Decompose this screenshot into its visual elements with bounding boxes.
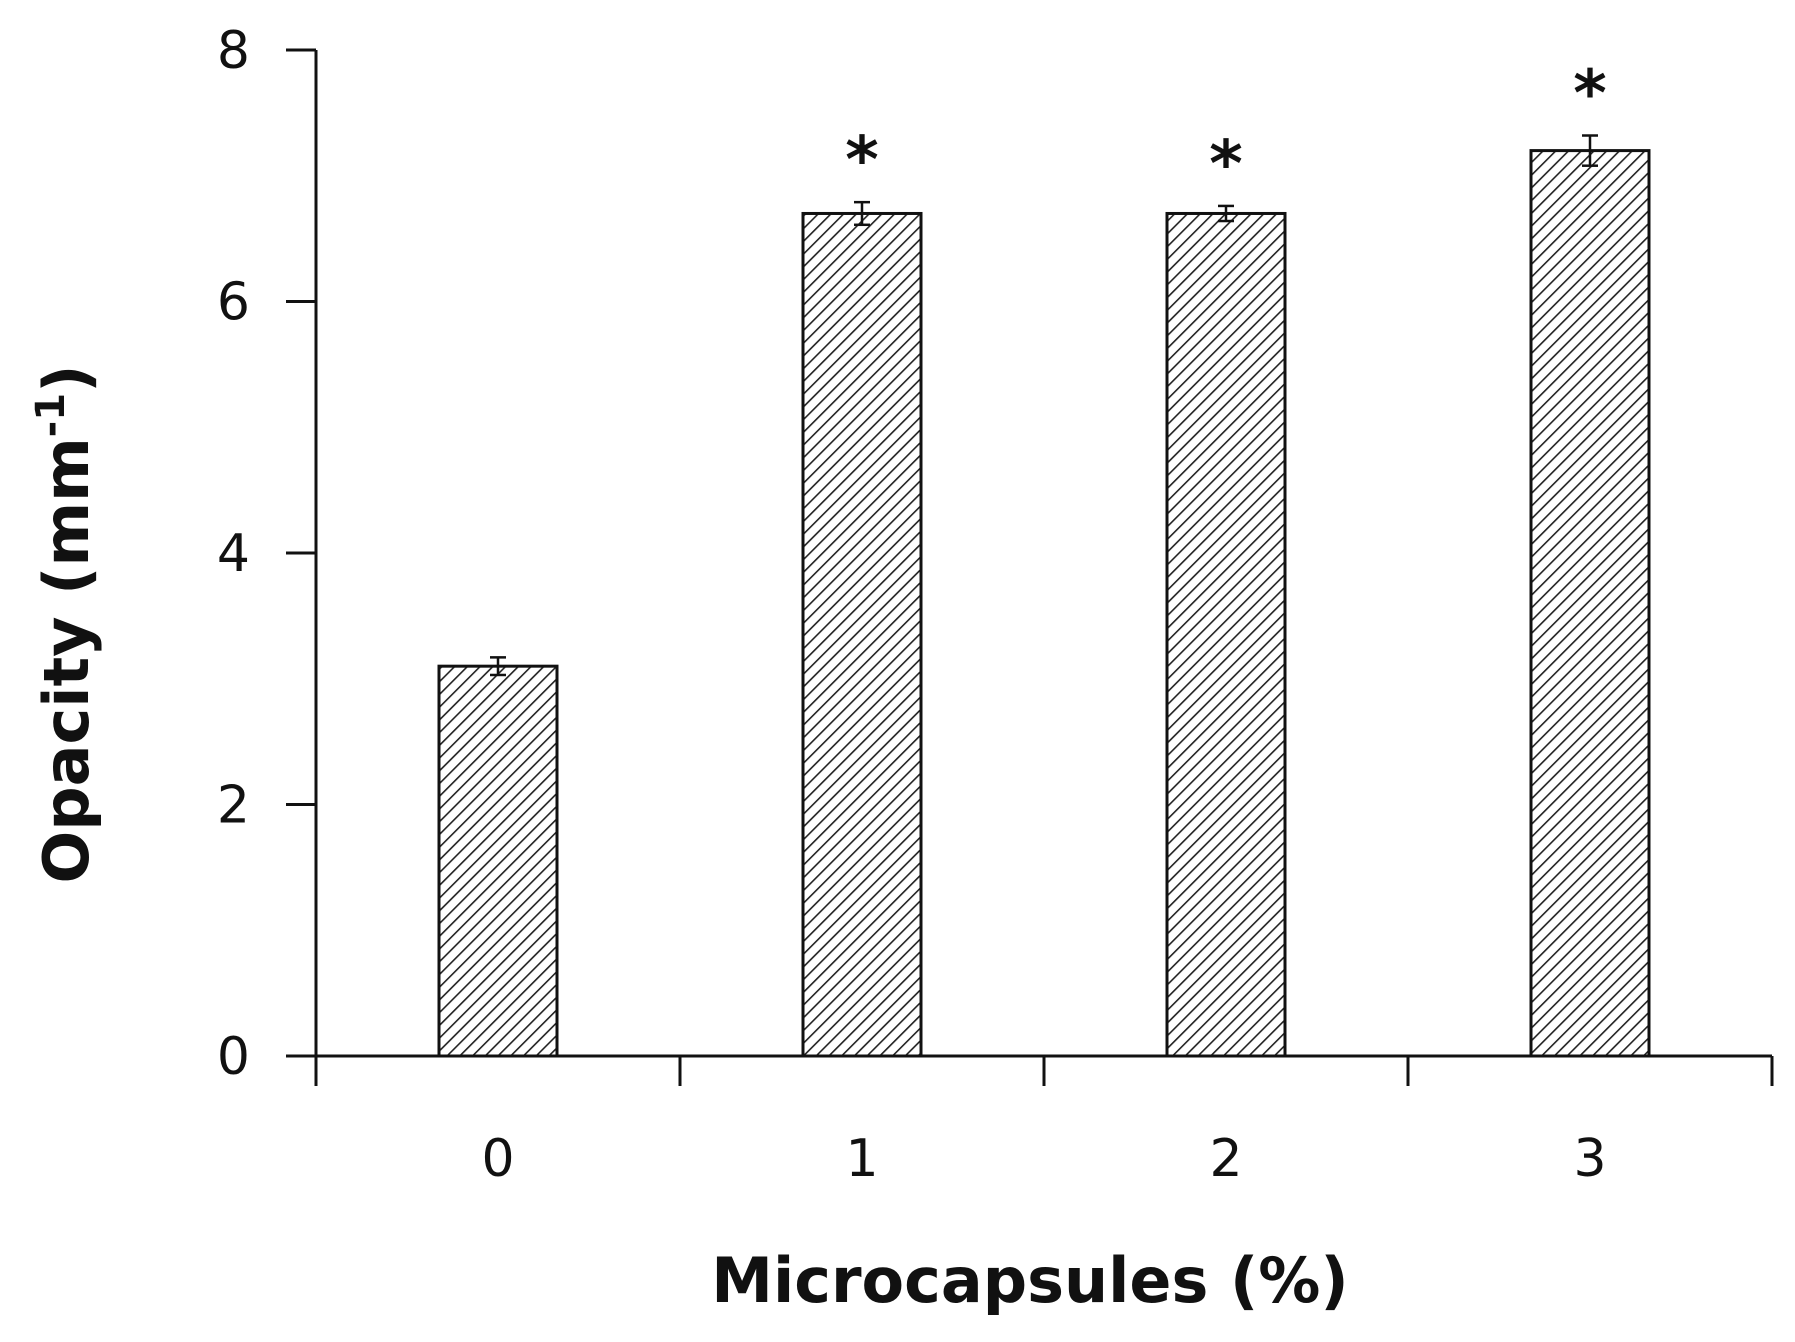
significance-marker-2: *	[1209, 128, 1242, 202]
x-axis-title: Microcapsules (%)	[711, 1244, 1348, 1317]
bar-0	[437, 664, 559, 1058]
y-tick-label-4: 4	[217, 524, 250, 584]
bar-1	[801, 211, 923, 1058]
y-tick-label-8: 8	[217, 21, 250, 81]
significance-marker-3: *	[1573, 58, 1606, 132]
y-axis-title-main: Opacity (mm	[30, 437, 103, 883]
x-tick-label-0: 0	[481, 1129, 514, 1189]
y-tick-label-0: 0	[217, 1027, 250, 1087]
bar-2	[1165, 211, 1287, 1058]
bar-3	[1529, 149, 1651, 1058]
x-tick-label-3: 3	[1573, 1129, 1606, 1189]
error-bar-1	[854, 200, 870, 227]
error-bar-3	[1582, 134, 1598, 167]
y-tick-label-6: 6	[217, 273, 250, 333]
y-tick-label-2: 2	[217, 776, 250, 836]
x-tick-label-2: 2	[1209, 1129, 1242, 1189]
significance-marker-1: *	[845, 124, 878, 198]
x-tick-label-1: 1	[845, 1129, 878, 1189]
error-bar-0	[490, 656, 506, 677]
y-axis-title-superscript: -1	[28, 393, 74, 437]
y-axis-title: Opacity (mm-1)	[28, 365, 103, 884]
error-bar-2	[1218, 204, 1234, 223]
y-axis-title-close: )	[30, 365, 103, 393]
